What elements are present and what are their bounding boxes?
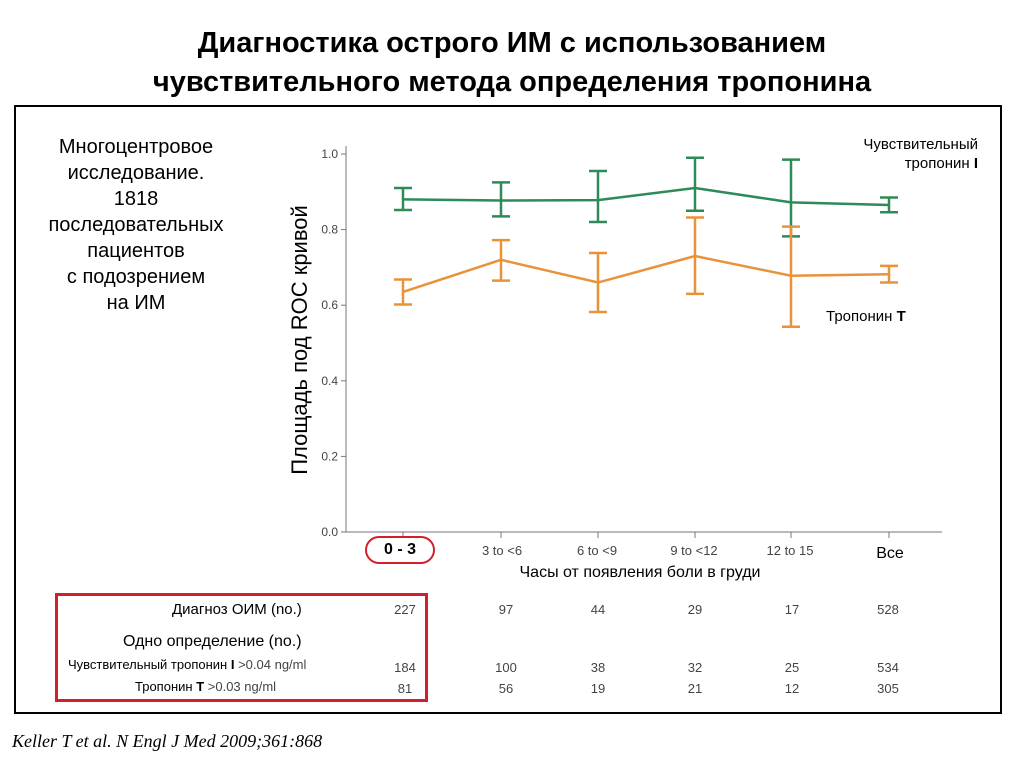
highlight-oval [365,536,435,564]
chart-axes: 0.0 0.2 0.4 0.6 0.8 1.0 [321,146,942,539]
legend-sensitive-troponin-i: Чувствительный тропонин I [790,135,978,173]
study-line: Многоцентровое [58,136,214,158]
chart-series [394,156,898,328]
data-point [887,203,891,207]
table-cell: 32 [687,660,703,675]
legend-ctni-line1: Чувствительный [863,136,978,153]
content-frame [14,105,1002,714]
y-tick-label: 0.8 [321,223,338,237]
table-cell: 534 [877,660,899,675]
study-line: последовательных [48,214,224,236]
table-cell: 25 [784,660,800,675]
row-ctni-prefix: Чувствительный тропонин [68,657,231,672]
data-point [401,290,405,294]
study-line: на ИМ [106,292,166,314]
title-line-2: чувствительного метода определения тропо… [152,66,872,98]
data-point [789,201,793,204]
title-line-1: Диагностика острого ИМ с использованием [197,27,827,59]
y-tick-label: 0.6 [321,298,338,312]
legend-troponin-t: Тропонин T [826,308,906,325]
x-tick-label-first: 0 - 3 [383,541,416,558]
data-point [693,254,697,258]
table-cell: 528 [877,602,899,617]
table-cell: 227 [394,602,416,617]
slide-title: Диагностика острого ИМ с использованием … [0,24,1024,102]
data-point [499,199,503,202]
row-label-ctnt: Тропонин T >0.03 ng/ml [135,679,276,694]
row-ctnt-prefix: Тропонин [135,679,197,694]
study-line: с подозрением [66,266,206,288]
y-tick-label: 1.0 [321,147,338,161]
x-axis-label: Часы от появления боли в груди [519,564,761,581]
y-tick-label: 0.4 [321,374,338,388]
table-cell: 97 [498,602,514,617]
data-point [596,281,600,284]
table-cell: 56 [498,681,514,696]
data-point [596,198,600,202]
table-highlight-box [55,593,428,702]
table-cell: 21 [687,681,703,696]
study-description: Многоцентровое исследование. 1818 послед… [16,134,256,316]
data-point [789,274,793,277]
study-line: пациентов [87,240,185,262]
table-cell: 305 [877,681,899,696]
row-label-single: Одно определение (no.) [123,633,302,650]
table-cell: 81 [397,681,413,696]
x-tick-label: 9 to <12 [670,543,718,558]
y-tick-label: 0.0 [321,525,338,539]
series-line [402,254,890,294]
table-cell: 184 [394,660,416,675]
row-ctni-threshold: >0.04 ng/ml [238,657,307,672]
study-line: 1818 [113,188,159,210]
legend-ctnt-letter: T [896,308,906,325]
series-line [402,186,890,207]
data-point [499,258,503,262]
legend-ctni-prefix: тропонин [904,155,974,172]
x-tick-label-last: Все [876,545,904,562]
study-line: исследование. [67,162,205,184]
data-point [401,198,405,201]
citation: Keller T et al. N Engl J Med 2009;361:86… [12,731,323,751]
row-label-ami: Диагноз ОИМ (no.) [172,601,302,618]
table-cell: 29 [687,602,703,617]
y-tick-label: 0.2 [321,449,338,463]
x-tick-label: 3 to <6 [481,543,523,558]
legend-ctni-letter: I [973,155,978,172]
row-label-ctni: Чувствительный тропонин I >0.04 ng/ml [68,657,306,672]
row-ctnt-letter: T [196,679,205,694]
table-cell: 100 [495,660,517,675]
row-ctni-letter: I [230,657,235,672]
table-cell: 17 [784,602,800,617]
x-tick-label: 12 to 15 [766,543,814,558]
data-point [887,273,891,276]
y-axis-label: Площадь под ROC кривой [287,205,312,475]
table-cell: 19 [590,681,606,696]
table-cell: 12 [784,681,800,696]
row-ctnt-threshold: >0.03 ng/ml [207,679,277,694]
table-cell: 38 [590,660,606,675]
legend-ctnt-prefix: Тропонин [826,308,897,325]
table-cell: 44 [590,602,606,617]
data-point [693,186,697,190]
x-tick-label: 6 to <9 [576,543,618,558]
